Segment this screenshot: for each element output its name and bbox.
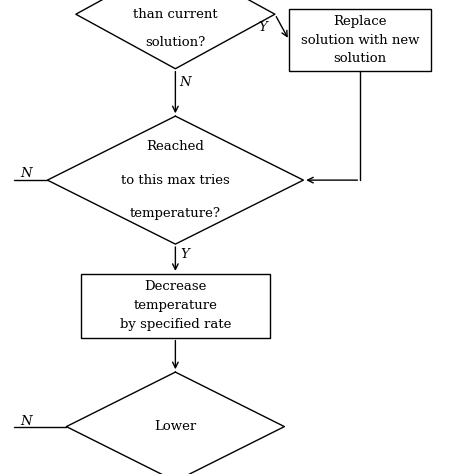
Text: Lower: Lower bbox=[154, 420, 197, 433]
Text: solution?: solution? bbox=[145, 36, 206, 49]
Bar bbox=[289, 9, 431, 71]
Text: than current: than current bbox=[133, 8, 218, 21]
Text: temperature: temperature bbox=[134, 299, 217, 312]
Text: Replace: Replace bbox=[334, 15, 387, 28]
Bar bbox=[81, 274, 270, 338]
Text: solution: solution bbox=[334, 52, 387, 65]
Text: N: N bbox=[20, 415, 32, 428]
Text: Reached: Reached bbox=[146, 140, 204, 154]
Text: N: N bbox=[20, 166, 32, 180]
Text: N: N bbox=[179, 76, 191, 90]
Text: Y: Y bbox=[259, 21, 267, 34]
Text: temperature?: temperature? bbox=[130, 207, 221, 220]
Text: to this max tries: to this max tries bbox=[121, 173, 230, 187]
Text: Decrease: Decrease bbox=[144, 280, 207, 293]
Text: Y: Y bbox=[181, 248, 189, 261]
Text: solution with new: solution with new bbox=[301, 34, 419, 47]
Text: by specified rate: by specified rate bbox=[120, 319, 231, 331]
